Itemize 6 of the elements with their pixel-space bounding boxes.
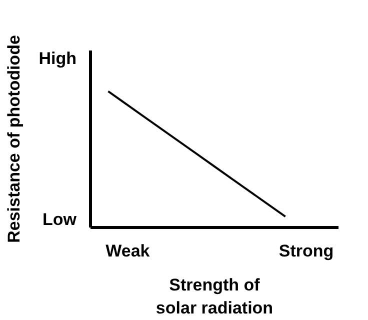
text: Strong [278, 242, 334, 260]
x-axis-title: Strength of solar radiation [156, 276, 274, 318]
y-axis-title: Resistance of photodiode [4, 35, 24, 243]
text: Low [42, 210, 78, 229]
text: Weak [106, 242, 150, 260]
text: High [38, 49, 77, 68]
